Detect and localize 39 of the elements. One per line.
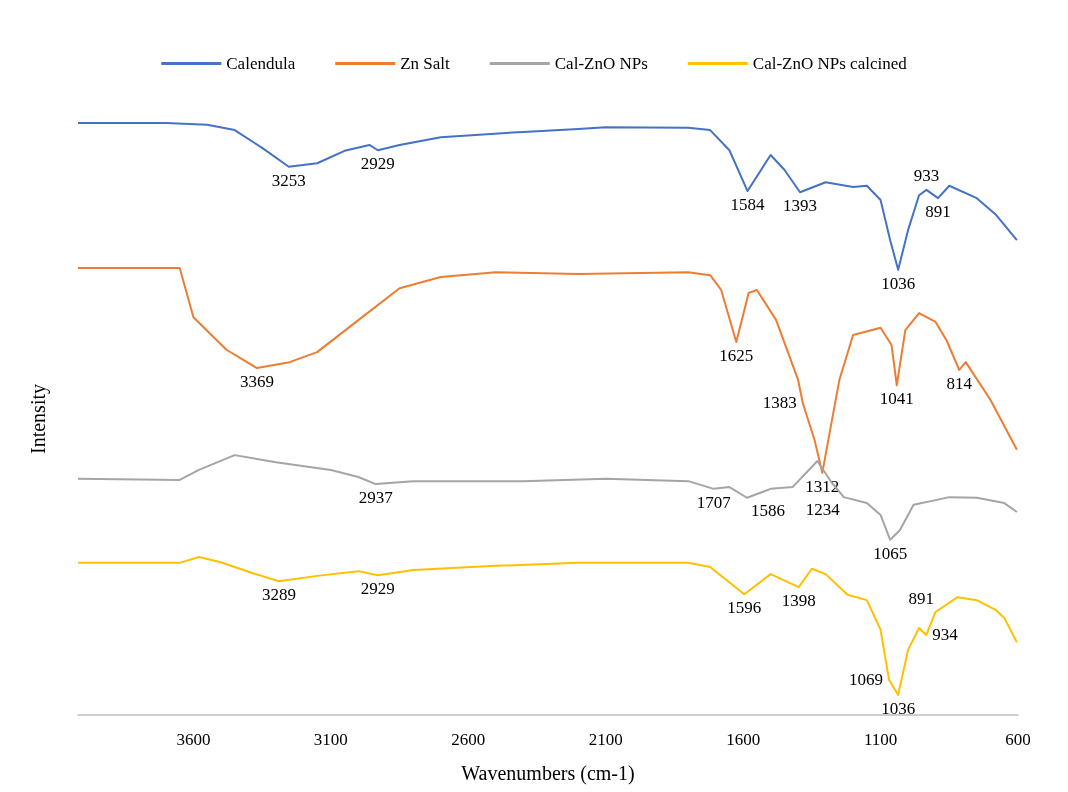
- annotation: 891: [908, 588, 935, 608]
- x-axis-title: Wavenumbers (cm-1): [461, 762, 635, 785]
- annotation: 3289: [261, 585, 296, 605]
- annotation: 933: [913, 165, 940, 185]
- annotation: 1584: [730, 195, 766, 215]
- annotation: 1036: [881, 273, 916, 293]
- annotation: 1065: [873, 543, 908, 563]
- x-tick-label: 3600: [176, 730, 211, 749]
- annotation: 1398: [781, 591, 816, 611]
- annotation: 1625: [719, 346, 754, 366]
- annotation: 934: [932, 625, 959, 645]
- annotation: 1707: [696, 492, 732, 512]
- legend-label: Zn Salt: [400, 54, 451, 73]
- annotation: 1596: [727, 598, 762, 618]
- annotation: 814: [946, 373, 973, 393]
- annotation: 3369: [239, 372, 274, 392]
- annotation: 1234: [805, 500, 841, 520]
- x-tick-label: 2100: [588, 730, 623, 749]
- x-tick-label: 2600: [451, 730, 486, 749]
- legend-label: Cal-ZnO NPs calcined: [752, 54, 908, 73]
- x-tick-label: 1600: [726, 730, 761, 749]
- x-tick-label: 3100: [313, 730, 348, 749]
- annotation: 1069: [849, 670, 884, 690]
- x-tick-label: 600: [1005, 730, 1031, 749]
- annotation: 1036: [881, 698, 916, 718]
- x-tick-label: 1100: [863, 730, 898, 749]
- legend-label: Cal-ZnO NPs: [554, 54, 648, 73]
- annotation: 1383: [762, 393, 797, 413]
- annotation: 2929: [360, 579, 395, 599]
- legend-label: Calendula: [226, 54, 296, 73]
- annotation: 1312: [805, 476, 840, 496]
- annotation: 1586: [750, 500, 785, 520]
- annotation: 2937: [358, 488, 394, 508]
- y-axis-title: Intensity: [27, 384, 50, 454]
- annotation: 1041: [879, 389, 914, 409]
- annotation: 2929: [360, 154, 395, 174]
- annotation: 3253: [271, 170, 306, 190]
- annotation: 1393: [783, 196, 818, 216]
- annotation: 891: [925, 202, 951, 222]
